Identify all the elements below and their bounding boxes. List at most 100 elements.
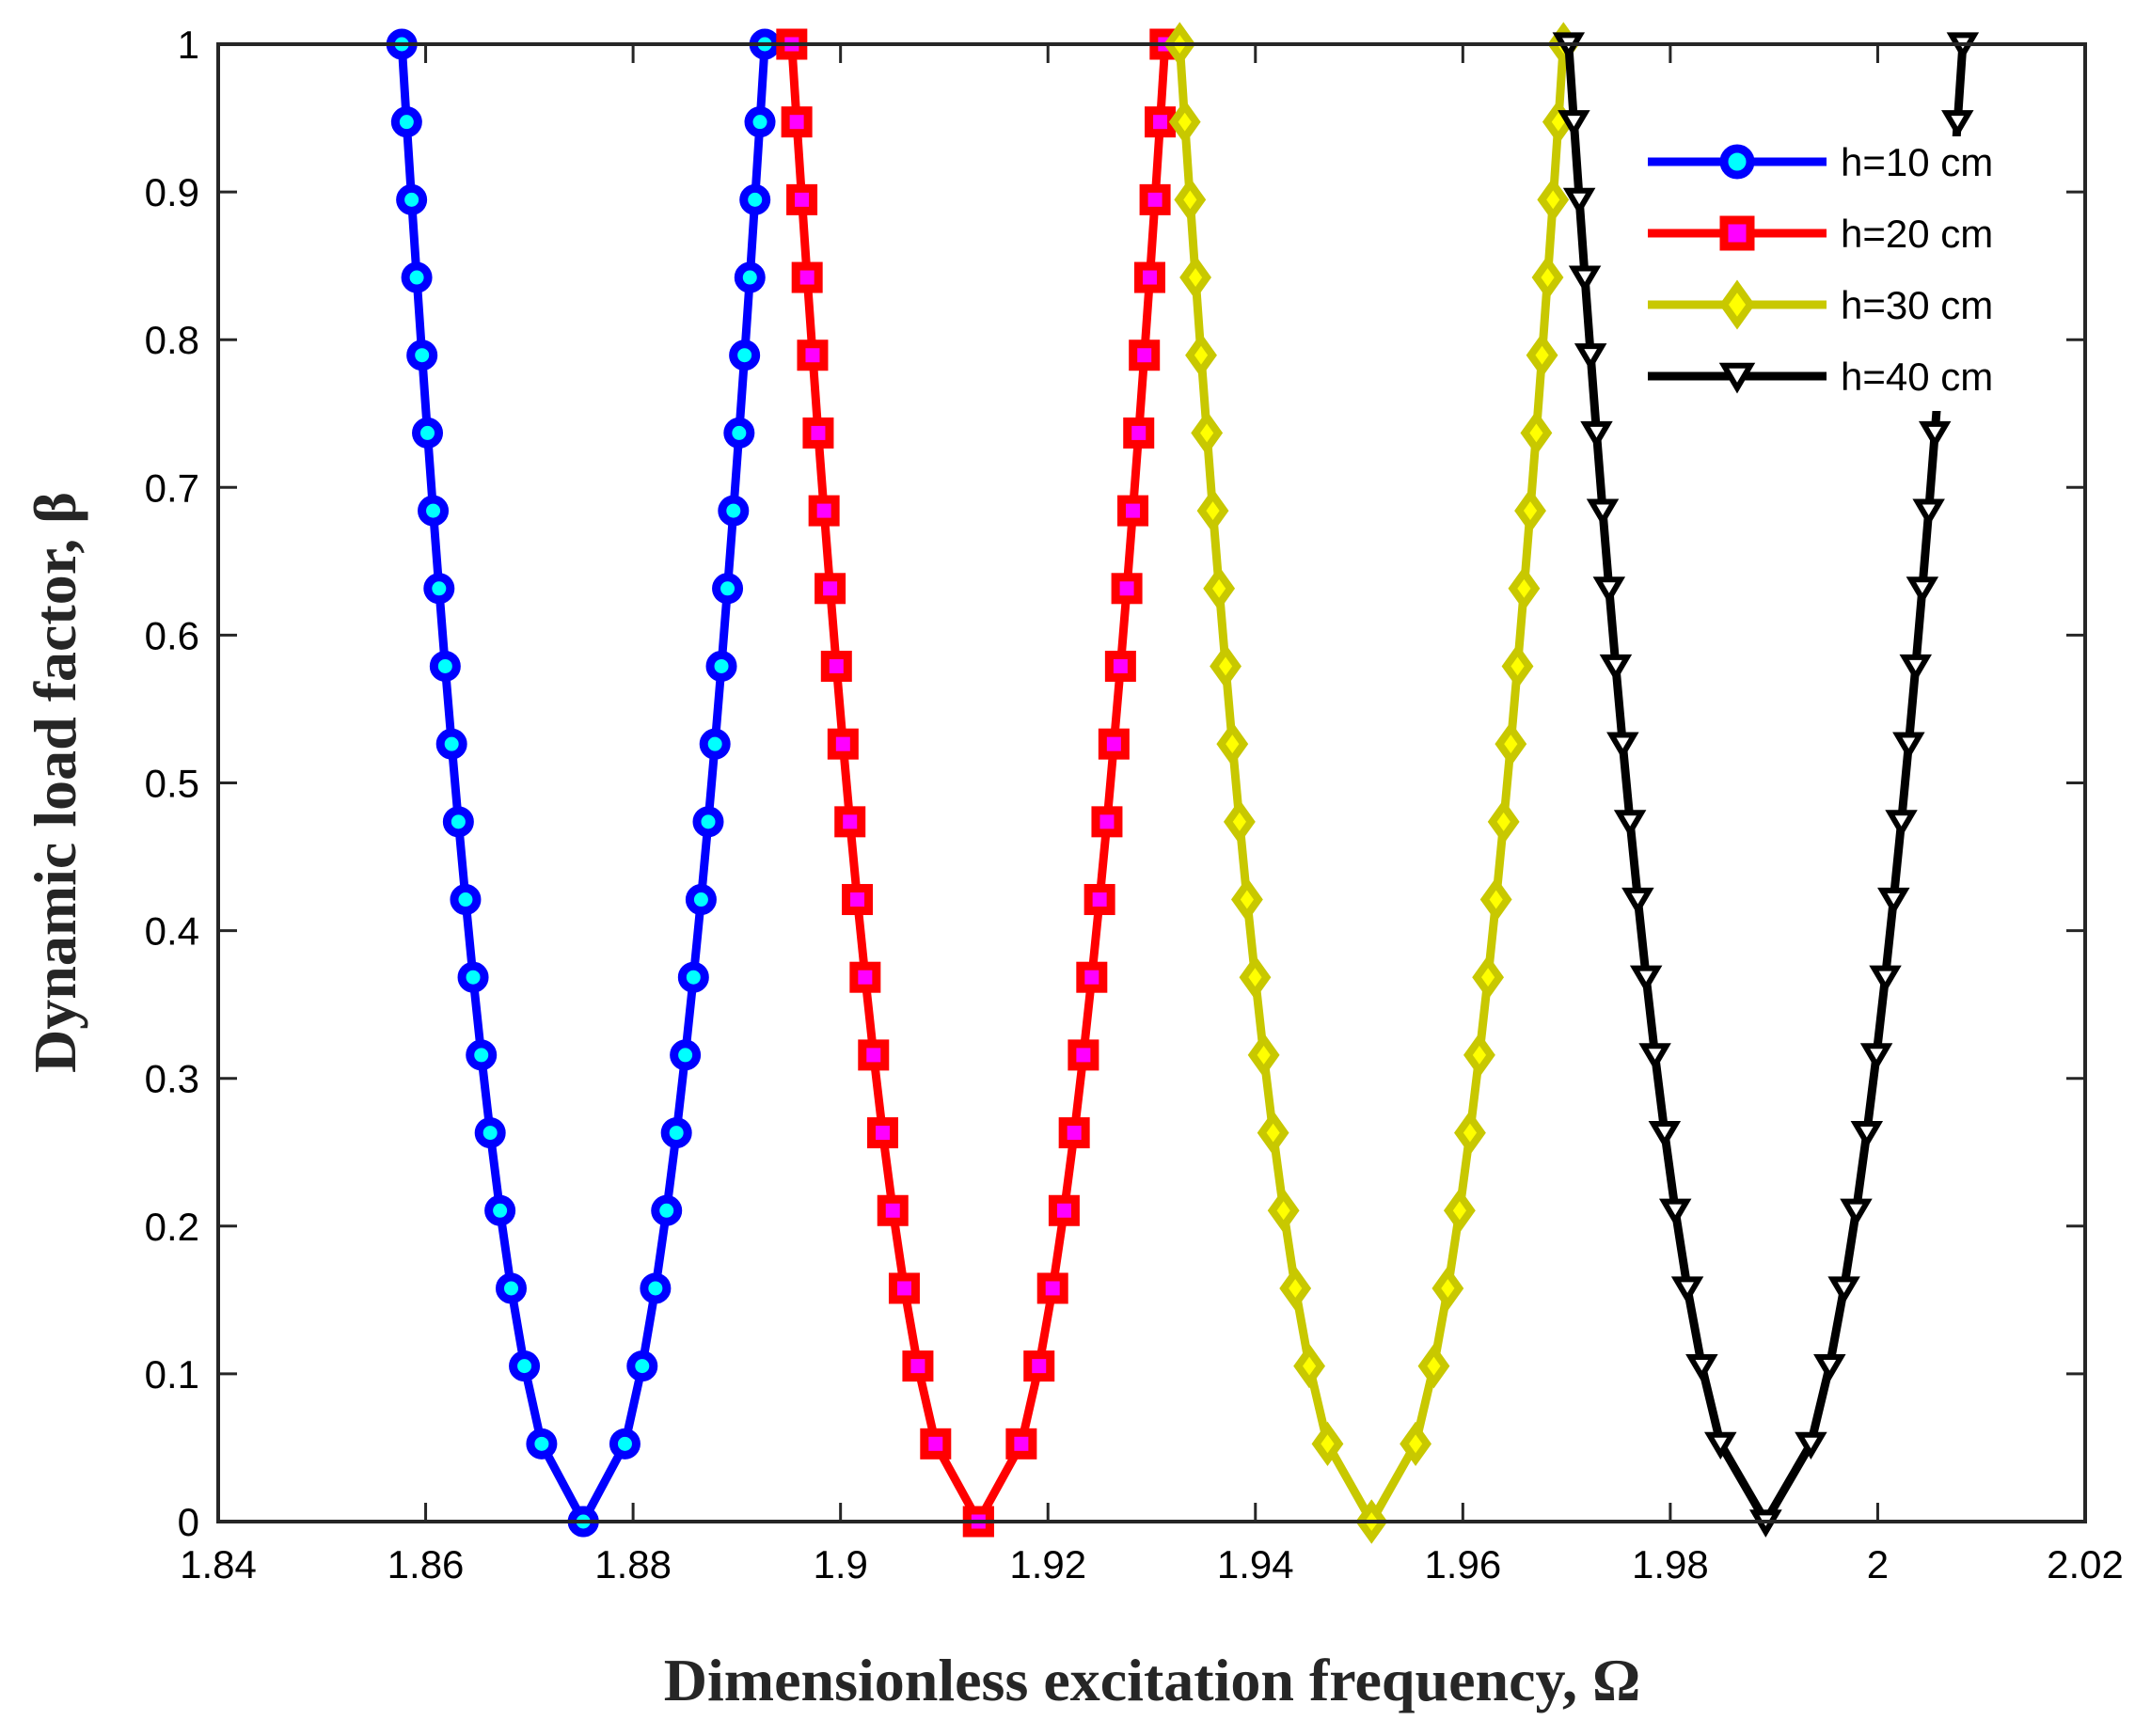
data-point (858, 1039, 890, 1071)
data-point (685, 884, 717, 916)
data-point (495, 1272, 527, 1304)
data-point (1859, 1043, 1893, 1071)
legend-label: h=20 cm (1841, 212, 1993, 256)
legend-marker (1719, 215, 1755, 251)
data-point (1239, 955, 1272, 1000)
y-tick-label: 0 (178, 1500, 199, 1544)
legend-label: h=30 cm (1841, 283, 1993, 327)
data-point (1501, 643, 1534, 689)
data-point (1191, 410, 1224, 456)
data-point (429, 650, 461, 682)
data-point (1487, 799, 1520, 844)
data-point (888, 1272, 920, 1304)
data-point (1179, 255, 1211, 300)
data-point (435, 728, 467, 760)
y-axis-title: Dynamic load factor, β (22, 492, 88, 1073)
data-point (802, 417, 834, 449)
data-point (920, 1428, 952, 1460)
data-point (1098, 728, 1130, 760)
data-point (509, 1350, 541, 1382)
data-point (786, 183, 818, 215)
data-point (1145, 106, 1177, 138)
series-2 (776, 28, 1181, 1538)
data-point (1068, 1039, 1099, 1071)
data-point (1463, 1033, 1495, 1078)
data-point (1638, 1043, 1671, 1071)
data-point (1203, 566, 1236, 611)
data-point (734, 261, 766, 293)
legend-marker (1719, 144, 1755, 180)
data-point (1918, 420, 1952, 450)
y-tick-label: 0.4 (145, 909, 199, 954)
data-point (1670, 1276, 1704, 1304)
data-point (902, 1350, 934, 1382)
x-tick-label: 1.86 (387, 1542, 465, 1586)
data-point (827, 728, 859, 760)
data-point (1223, 799, 1256, 844)
data-point (401, 261, 433, 293)
data-point (1104, 650, 1136, 682)
legend-entry: h=30 cm (1648, 279, 1993, 330)
data-point (1311, 1421, 1344, 1466)
y-tick-label: 0.9 (145, 170, 199, 214)
data-point (677, 961, 709, 993)
data-point (670, 1039, 702, 1071)
data-point (1941, 110, 1974, 138)
data-point (1840, 1198, 1873, 1226)
data-point (412, 417, 444, 449)
data-point (1520, 410, 1553, 456)
data-point (692, 806, 724, 838)
data-point (1892, 732, 1925, 760)
data-point (450, 884, 482, 916)
data-point (1580, 420, 1613, 450)
data-point (1514, 488, 1546, 533)
data-point (640, 1272, 672, 1304)
data-point (1293, 1343, 1326, 1389)
data-point (815, 573, 846, 605)
data-point (1508, 566, 1541, 611)
data-point (1129, 339, 1161, 371)
y-tick-label: 1 (178, 23, 199, 67)
x-tick-label: 1.9 (813, 1542, 867, 1586)
data-point (484, 1194, 516, 1226)
data-point (1648, 1120, 1682, 1149)
data-point (1558, 110, 1590, 138)
data-point (1562, 187, 1596, 216)
x-tick-label: 2 (1867, 1542, 1889, 1586)
legend-entry: h=10 cm (1648, 140, 1993, 184)
data-point (1133, 261, 1165, 293)
y-tick-label: 0.3 (145, 1057, 199, 1101)
data-point (1606, 732, 1639, 760)
data-point (705, 650, 737, 682)
data-point (1216, 721, 1249, 766)
data-point (418, 495, 450, 527)
data-point (626, 1350, 658, 1382)
x-tick-label: 1.88 (594, 1542, 672, 1586)
x-tick-label: 1.84 (180, 1542, 257, 1586)
data-point (867, 1117, 899, 1149)
data-point (1279, 1266, 1312, 1311)
data-point (1091, 806, 1123, 838)
y-tick-label: 0.6 (145, 613, 199, 657)
data-point (1495, 721, 1527, 766)
x-tick-label: 1.94 (1217, 1542, 1294, 1586)
data-point (1899, 654, 1933, 683)
legend-marker (1718, 362, 1756, 394)
data-point (1454, 1110, 1486, 1156)
data-point (1005, 1428, 1037, 1460)
x-axis-title: Dimensionless excitation frequency, Ω (664, 1647, 1640, 1713)
data-point (1058, 1117, 1090, 1149)
data-point (526, 1428, 558, 1460)
data-point (877, 1194, 909, 1226)
data-point (609, 1428, 641, 1460)
data-point (1036, 1272, 1068, 1304)
data-point (1472, 955, 1505, 1000)
data-point (390, 106, 422, 138)
data-point (820, 650, 852, 682)
data-point (1912, 498, 1945, 527)
series-3 (1163, 22, 1580, 1544)
data-point (1400, 1421, 1432, 1466)
data-point (1592, 576, 1626, 605)
data-point (1869, 965, 1902, 993)
